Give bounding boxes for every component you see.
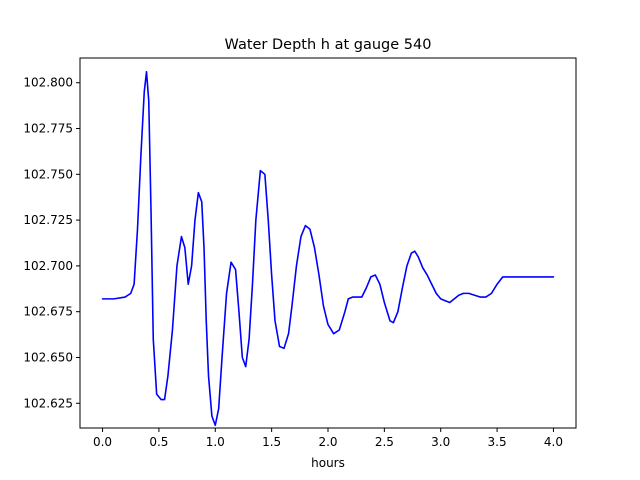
x-tick-label: 3.5: [488, 435, 507, 449]
x-tick-label: 0.0: [93, 435, 112, 449]
y-tick-label: 102.675: [23, 305, 73, 319]
x-tick-label: 2.0: [318, 435, 337, 449]
x-tick-label: 1.0: [206, 435, 225, 449]
y-tick-label: 102.750: [23, 167, 73, 181]
x-tick-label: 4.0: [544, 435, 563, 449]
x-tick-label: 3.0: [431, 435, 450, 449]
plot-area: 0.0 0.5 1.0 1.5 2.0 2.5 3.0 3.5 4.0 102.625 102.65…: [23, 57, 577, 449]
x-tick-label: 0.5: [149, 435, 168, 449]
y-tick-label: 102.800: [23, 76, 73, 90]
series-line-0: [101, 70, 555, 427]
chart-title: Water Depth h at gauge 540: [225, 37, 432, 53]
x-axis-label: hours: [311, 456, 345, 470]
x-tick-label: 2.5: [375, 435, 394, 449]
y-tick-label: 102.650: [23, 350, 73, 364]
y-tick-label: 102.625: [23, 396, 73, 410]
y-tick-label: 102.700: [23, 259, 73, 273]
y-tick-label: 102.725: [23, 213, 73, 227]
x-tick-label: 1.5: [262, 435, 281, 449]
y-tick-label: 102.775: [23, 122, 73, 136]
